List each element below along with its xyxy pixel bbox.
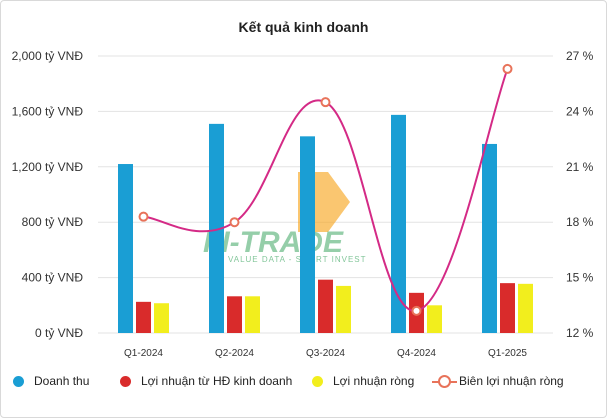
y-left-tick-label: 1,200 tỷ VNĐ bbox=[12, 160, 84, 174]
y-left-tick-label: 400 tỷ VNĐ bbox=[22, 271, 84, 285]
bar bbox=[427, 305, 442, 333]
bar bbox=[227, 296, 242, 333]
legend-item-net-margin[interactable]: Biên lợi nhuận ròng bbox=[432, 374, 564, 388]
y-right-tick-label: 24 % bbox=[566, 104, 594, 118]
watermark-tagline: VALUE DATA - SMART INVEST bbox=[228, 255, 367, 264]
legend-label-net-margin: Biên lợi nhuận ròng bbox=[459, 374, 564, 388]
legend-label-net-profit: Lợi nhuận ròng bbox=[333, 374, 415, 388]
legend-dot-revenue bbox=[13, 375, 24, 387]
chart-title: Kết quả kinh doanh bbox=[238, 19, 369, 35]
margin-point bbox=[138, 211, 149, 222]
watermark-brand: FI-TRADE bbox=[203, 226, 344, 259]
legend-dot-operating-profit bbox=[120, 375, 131, 387]
legend-item-revenue[interactable]: Doanh thu bbox=[13, 374, 89, 388]
x-tick-label: Q4-2024 bbox=[397, 348, 436, 359]
legend-marker-net-margin bbox=[432, 374, 457, 388]
bar bbox=[136, 301, 151, 333]
legend: Doanh thu Lợi nhuận từ HĐ kinh doanh Lợi… bbox=[0, 374, 607, 396]
legend-item-net-profit[interactable]: Lợi nhuận ròng bbox=[312, 374, 414, 388]
bar bbox=[500, 283, 515, 333]
bar bbox=[318, 279, 333, 333]
legend-label-revenue: Doanh thu bbox=[34, 374, 90, 388]
y-axis-left: 0 tỷ VNĐ 400 tỷ VNĐ 800 tỷ VNĐ 1,200 tỷ VNĐ… bbox=[12, 49, 84, 340]
margin-point bbox=[502, 63, 513, 74]
legend-item-operating-profit[interactable]: Lợi nhuận từ HĐ kinh doanh bbox=[120, 374, 292, 388]
bar bbox=[118, 164, 133, 333]
bar bbox=[518, 283, 533, 333]
margin-point bbox=[229, 217, 240, 228]
y-left-tick-label: 800 tỷ VNĐ bbox=[22, 215, 84, 229]
bar bbox=[300, 136, 315, 333]
bar bbox=[482, 143, 497, 333]
watermark: FI-TRADE VALUE DATA - SMART INVEST bbox=[203, 172, 367, 264]
margin-line-path bbox=[143, 68, 509, 312]
bar bbox=[245, 296, 260, 333]
legend-label-operating-profit: Lợi nhuận từ HĐ kinh doanh bbox=[141, 374, 293, 388]
bar bbox=[209, 123, 224, 334]
y-right-tick-label: 12 % bbox=[566, 326, 594, 340]
y-left-tick-label: 1,600 tỷ VNĐ bbox=[12, 104, 84, 118]
x-tick-label: Q3-2024 bbox=[306, 348, 345, 359]
bars bbox=[118, 114, 533, 334]
x-tick-label: Q1-2024 bbox=[124, 348, 163, 359]
margin-point bbox=[320, 97, 331, 108]
y-right-tick-label: 18 % bbox=[566, 215, 594, 229]
bar bbox=[154, 303, 169, 333]
margin-line bbox=[138, 63, 513, 316]
bar bbox=[336, 285, 351, 333]
y-right-tick-label: 27 % bbox=[566, 49, 594, 63]
x-axis: Q1-2024 Q2-2024 Q3-2024 Q4-2024 Q1-2025 bbox=[124, 348, 527, 359]
bar bbox=[391, 114, 406, 333]
x-tick-label: Q2-2024 bbox=[215, 348, 254, 359]
y-right-tick-label: 21 % bbox=[566, 160, 594, 174]
y-left-tick-label: 0 tỷ VNĐ bbox=[35, 326, 83, 340]
legend-dot-net-profit bbox=[312, 375, 323, 387]
y-axis-right: 12 % 15 % 18 % 21 % 24 % 27 % bbox=[566, 49, 594, 340]
y-left-tick-label: 2,000 tỷ VNĐ bbox=[12, 49, 84, 63]
x-tick-label: Q1-2025 bbox=[488, 348, 527, 359]
y-right-tick-label: 15 % bbox=[566, 271, 594, 285]
margin-point bbox=[411, 305, 422, 316]
